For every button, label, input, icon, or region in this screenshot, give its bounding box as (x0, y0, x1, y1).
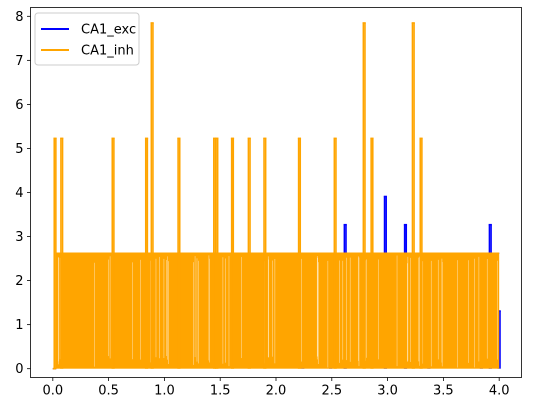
y-axis: 0 1 2 3 4 5 6 7 8 (15, 10, 31, 377)
x-tick-label: 1.0 (154, 384, 175, 399)
x-tick-label: 1.5 (210, 384, 231, 399)
y-tick-label: 8 (15, 10, 23, 25)
x-tick-label: 0.0 (42, 384, 63, 399)
axes-frame (30, 7, 522, 378)
x-tick-label: 3.0 (377, 384, 398, 399)
x-tick-label: 3.5 (433, 384, 454, 399)
x-tick-label: 2.5 (321, 384, 342, 399)
series-ca1-inh (52, 22, 500, 370)
plot-area (52, 22, 501, 370)
x-tick-label: 2.0 (266, 384, 287, 399)
legend: CA1_exc CA1_inh (34, 12, 140, 66)
y-tick-label: 1 (15, 318, 23, 333)
legend-label-ca1-exc: CA1_exc (81, 23, 136, 38)
x-tick-label: 4.0 (489, 384, 510, 399)
y-tick-label: 0 (15, 362, 23, 377)
legend-label-ca1-inh: CA1_inh (81, 44, 134, 59)
y-tick-label: 3 (15, 230, 23, 245)
series-dense-band (56, 253, 500, 369)
y-tick-label: 5 (15, 142, 23, 157)
y-tick-label: 2 (15, 274, 23, 289)
y-tick-label: 7 (15, 54, 23, 69)
x-tick-label: 0.5 (98, 384, 119, 399)
legend-box (34, 12, 140, 66)
x-axis: 0.0 0.5 1.0 1.5 2.0 2.5 3.0 3.5 4.0 (42, 377, 510, 399)
y-tick-label: 4 (15, 186, 23, 201)
y-tick-label: 6 (15, 98, 23, 113)
